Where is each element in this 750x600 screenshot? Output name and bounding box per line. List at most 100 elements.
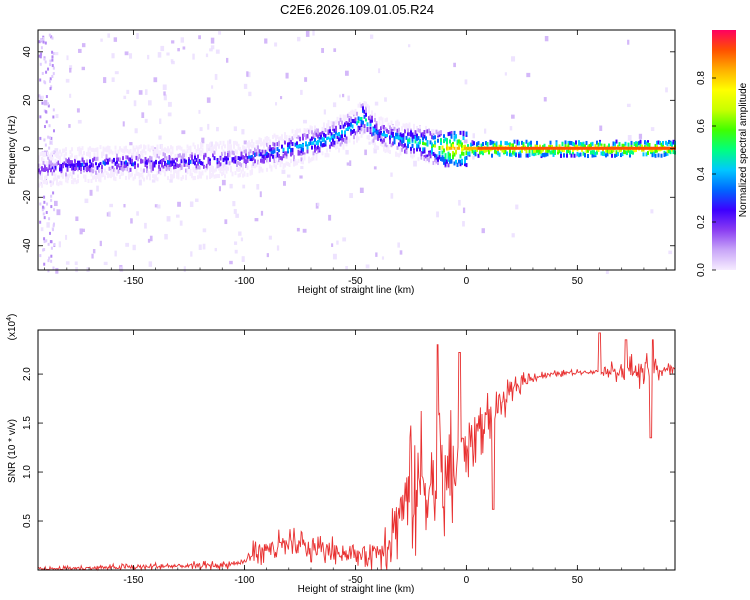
spectrogram-cell [231,150,234,155]
spectrogram-cell [590,143,592,148]
spectrogram-cell [321,143,324,148]
spectrogram-speckle [464,79,468,85]
spectrogram-cell [324,133,327,138]
spectrogram-cell [425,154,427,159]
spectrogram-cell [432,129,435,134]
spectrogram-cell [189,153,192,158]
spectrogram-cell [567,148,570,153]
spectrogram-cell [455,134,457,139]
spectrogram-peak-cell [336,132,339,136]
spectrogram-cell [581,144,583,149]
spectrogram-speckle [373,166,377,170]
spectrogram-cell [45,174,48,179]
spectrogram-cell [180,166,183,171]
spectrogram-speckle [665,87,668,93]
spectrogram-cell [144,145,147,150]
spectrogram-speckle [49,136,52,140]
spectrogram-cell [354,112,357,117]
spectrogram-cell [138,154,141,159]
spectrogram-cell [558,149,561,154]
spectrogram-cell [366,127,369,132]
spectrogram-cell [231,171,234,176]
spectrogram-cell [113,176,115,181]
spectrogram-cell [257,140,259,145]
spectrogram-speckle [211,85,214,89]
spectrogram-cell [321,151,324,156]
spectrogram-cell [162,152,165,157]
spectrogram-cell [668,149,670,154]
spectrogram-cell [60,181,63,186]
spectrogram-cell [422,136,424,141]
spectrogram-cell [216,164,219,169]
spectrogram-cell [300,159,303,164]
spectrogram-cell [39,181,42,186]
spectrogram-speckle [226,57,229,63]
spectrogram-cell [320,132,322,137]
snr-y-label: SNR (10 * v/v) [7,419,18,483]
spectrogram-cell [273,163,276,168]
spectrogram-cell [218,166,220,171]
spectrogram-cell [44,152,46,157]
spectrogram-cell [98,168,100,173]
spectrogram-cell [254,152,256,157]
spectrogram-cell [38,158,40,163]
spectrogram-cell [251,144,253,149]
spectrogram-cell [140,144,142,149]
spectrogram-cell [384,142,387,147]
spectrogram-cell [255,147,258,152]
spectrogram-cell [158,152,160,157]
spectrogram-peak-cell [650,146,652,150]
spectrogram-cell [293,157,295,162]
spectrogram-cell [69,163,72,168]
spectrogram-cell [438,132,441,137]
spectrogram-cell [465,148,468,153]
spectrogram-cell [257,159,259,164]
spectrogram-cell [266,167,268,172]
spectrogram-cell [252,163,255,168]
spectrogram-cell [434,161,436,166]
spectrogram-speckle [323,109,326,115]
spectrogram-cell [209,169,211,174]
spectrogram-speckle [44,81,47,85]
spectrogram-cell [201,143,204,148]
spectrogram-cell [162,158,165,163]
spectrogram-cell [114,145,117,150]
spectrogram-cell [86,168,88,173]
spectrogram-cell [225,158,228,163]
spectrogram-cell [383,130,385,135]
spectrogram-cell [555,141,558,146]
spectrogram-cell [227,143,229,148]
spectrogram-peak-cell [669,146,672,150]
spectrogram-cell [144,157,147,162]
spectrogram-cell [84,177,87,182]
spectrogram-peak-cell [501,146,504,150]
spectrogram-cell [623,143,625,148]
spectrogram-cell [84,164,87,169]
spectrogram-cell [252,161,255,166]
spectrogram-cell [287,147,289,152]
spectrogram-cell [57,155,60,160]
spectrogram-peak-cell [666,146,669,150]
spectrogram-cell [453,135,456,140]
spectrogram-cell [267,159,270,164]
spectrogram-speckle [46,202,49,206]
spectrogram-speckle [48,146,51,150]
spectrogram-cell [243,155,246,160]
spectrogram-cell [356,138,358,143]
spectrogram-cell [419,125,421,130]
spectrogram-cell [354,131,357,136]
spectrogram-cell [642,152,645,157]
spectrogram-cell [510,152,513,157]
spectrogram-cell [377,130,379,135]
spectrogram-cell [194,175,196,180]
spectrogram-cell [629,153,631,158]
spectrogram-cell [125,175,127,180]
spectrogram-cell [453,152,456,157]
spectrogram-cell [77,160,79,165]
spectrogram-cell [326,124,328,129]
spectrogram-cell [371,118,373,123]
spectrogram-cell [149,173,151,178]
spectrogram-cell [123,146,126,151]
spectrogram-speckle [243,83,248,89]
spectrogram-cell [152,164,154,169]
